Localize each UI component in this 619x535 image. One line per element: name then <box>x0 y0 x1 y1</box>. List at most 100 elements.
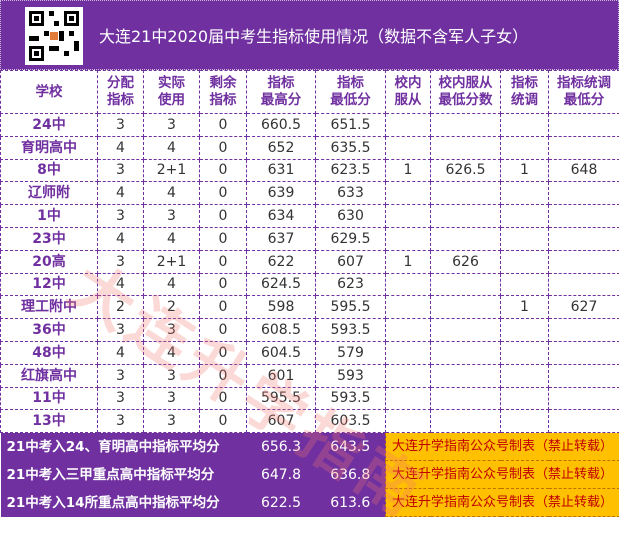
table-cell: 4 <box>98 136 144 159</box>
table-cell: 626 <box>431 250 501 273</box>
table-cell: 2 <box>98 296 144 319</box>
column-header-text: 统调 <box>501 92 548 109</box>
table-cell <box>501 387 549 410</box>
school-name: 8中 <box>1 159 98 182</box>
column-header: 实际使用 <box>144 71 200 114</box>
school-name: 1中 <box>1 205 98 228</box>
column-header: 剩余指标 <box>200 71 247 114</box>
table-cell: 3 <box>98 364 144 387</box>
column-header-text: 使用 <box>144 92 199 109</box>
average-max: 647.8 <box>247 461 316 489</box>
column-header-text: 分配 <box>98 75 143 92</box>
column-header-text: 指标 <box>316 75 385 92</box>
table-cell <box>549 364 619 387</box>
table-cell: 4 <box>98 182 144 205</box>
school-name: 辽师附 <box>1 182 98 205</box>
table-cell <box>386 205 431 228</box>
copyright-note: 大连升学指南公众号制表（禁止转载） <box>386 489 619 517</box>
column-header-text: 指标 <box>247 75 315 92</box>
table-cell: 652 <box>247 136 316 159</box>
table-cell <box>549 114 619 137</box>
school-name: 36中 <box>1 319 98 342</box>
average-min: 613.6 <box>316 489 386 517</box>
school-name: 20高 <box>1 250 98 273</box>
table-cell: 3 <box>144 410 200 433</box>
table-cell <box>386 410 431 433</box>
table-cell <box>431 410 501 433</box>
table-cell: 3 <box>144 205 200 228</box>
table-cell: 595.5 <box>316 296 386 319</box>
table-cell: 1 <box>501 296 549 319</box>
table-cell <box>386 114 431 137</box>
table-cell: 579 <box>316 341 386 364</box>
qr-code-icon <box>25 7 83 65</box>
table-cell <box>431 182 501 205</box>
school-name: 育明高中 <box>1 136 98 159</box>
table-cell: 601 <box>247 364 316 387</box>
table-cell <box>549 273 619 296</box>
table-cell: 0 <box>200 227 247 250</box>
table-cell: 0 <box>200 136 247 159</box>
average-max: 656.3 <box>247 433 316 461</box>
table-cell <box>549 227 619 250</box>
table-cell: 3 <box>144 387 200 410</box>
table-cell: 4 <box>144 227 200 250</box>
school-name: 11中 <box>1 387 98 410</box>
table-cell <box>431 387 501 410</box>
table-cell <box>501 319 549 342</box>
table-cell <box>386 182 431 205</box>
table-cell: 604.5 <box>247 341 316 364</box>
table-cell: 593 <box>316 364 386 387</box>
table-cell <box>549 319 619 342</box>
average-label: 21中考入三甲重点高中指标平均分 <box>1 461 247 489</box>
table-cell <box>386 296 431 319</box>
column-header-text: 指标 <box>200 92 246 109</box>
table-cell <box>549 205 619 228</box>
table-cell: 3 <box>98 114 144 137</box>
table-cell: 593.5 <box>316 387 386 410</box>
column-header-text: 指标统调 <box>549 75 619 92</box>
table-cell <box>501 182 549 205</box>
table-cell <box>501 341 549 364</box>
table-cell <box>549 341 619 364</box>
column-header-text: 服从 <box>386 92 430 109</box>
column-header: 校内服从最低分数 <box>431 71 501 114</box>
table-cell: 635.5 <box>316 136 386 159</box>
table-cell <box>431 341 501 364</box>
table-cell <box>501 250 549 273</box>
column-header-text: 指标 <box>98 92 143 109</box>
table-cell: 3 <box>98 205 144 228</box>
table-cell: 2 <box>144 296 200 319</box>
table-cell: 637 <box>247 227 316 250</box>
table-cell: 0 <box>200 410 247 433</box>
table-cell: 2+1 <box>144 250 200 273</box>
table-cell: 1 <box>386 250 431 273</box>
table-cell: 623.5 <box>316 159 386 182</box>
table-cell <box>431 136 501 159</box>
table-cell <box>431 364 501 387</box>
table-cell: 4 <box>144 273 200 296</box>
column-header: 校内服从 <box>386 71 431 114</box>
table-cell: 1 <box>501 159 549 182</box>
column-header-text: 最高分 <box>247 92 315 109</box>
table-cell <box>549 410 619 433</box>
table-cell: 0 <box>200 319 247 342</box>
column-header-text: 学校 <box>1 84 97 101</box>
school-name: 12中 <box>1 273 98 296</box>
table-cell: 607 <box>247 410 316 433</box>
table-cell: 3 <box>98 159 144 182</box>
column-header-text: 校内服从 <box>431 75 500 92</box>
table-cell: 603.5 <box>316 410 386 433</box>
table-cell <box>549 387 619 410</box>
table-cell <box>431 205 501 228</box>
table-cell: 593.5 <box>316 319 386 342</box>
table-cell: 608.5 <box>247 319 316 342</box>
table-cell <box>431 296 501 319</box>
